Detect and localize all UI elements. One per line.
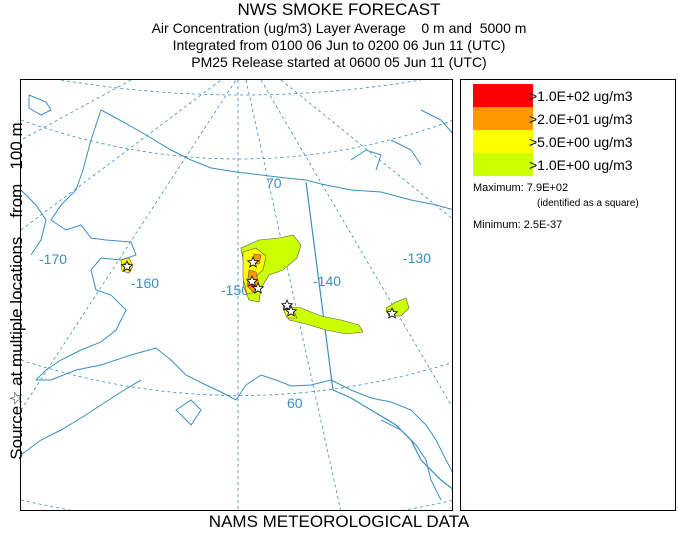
subtitle-release: PM25 Release started at 0600 05 Jun 11 (… [191, 54, 487, 70]
source-star [245, 274, 259, 287]
alaska-map: -170 -160 -150 -140 -130 70 60 [21, 80, 452, 510]
legend-label: >2.0E+01 ug/m3 [529, 110, 633, 127]
lon-label-130: -130 [403, 250, 431, 266]
legend-item-yellow: >5.0E+00 ug/m3 [473, 130, 633, 153]
legend-panel: >1.0E+02 ug/m3 >2.0E+01 ug/m3 >5.0E+00 u… [460, 79, 676, 511]
legend-swatch [473, 130, 533, 153]
source-markers [120, 255, 399, 319]
lon-line-120 [280, 80, 452, 219]
south-coast [36, 347, 452, 473]
subtitle-integration: Integrated from 0100 06 Jun to 0200 06 J… [172, 37, 506, 53]
panhandle-islands [380, 419, 442, 501]
legend-swatch [473, 107, 533, 130]
lat-line-75 [60, 80, 422, 96]
minimum-value: Minimum: 2.5E-37 [473, 219, 563, 231]
lon-label-160: -160 [131, 275, 159, 291]
legend-item-green: >1.0E+00 ug/m3 [473, 153, 633, 176]
lon-line-170 [21, 80, 222, 231]
legend-label: >1.0E+00 ug/m3 [529, 156, 633, 173]
kodiak-island [175, 399, 202, 426]
subtitle-layer: Air Concentration (ug/m3) Layer Average … [151, 20, 527, 36]
st-lawrence-island [28, 94, 52, 116]
met-data-label: NAMS METEOROLOGICAL DATA [208, 512, 470, 531]
lat-line-60 [21, 359, 452, 396]
north-coast [100, 109, 452, 210]
lon-line-130 [260, 80, 452, 408]
chukotka-coast [21, 189, 47, 256]
chart-title: NWS SMOKE FORECAST [237, 0, 441, 19]
lat-label-60: 60 [287, 395, 303, 411]
legend-label: >5.0E+00 ug/m3 [529, 133, 633, 150]
legend-swatch [473, 153, 533, 176]
lon-label-150: -150 [221, 282, 249, 298]
legend-swatch [473, 84, 533, 107]
source-star [284, 304, 298, 317]
legend-item-orange: >2.0E+01 ug/m3 [473, 107, 633, 130]
aleutian-chain [21, 379, 142, 456]
graticule [21, 80, 452, 510]
coastline [21, 94, 452, 501]
west-coast [35, 109, 137, 381]
maximum-note: (identified as a square) [537, 198, 639, 209]
lat-line-50 [21, 499, 452, 510]
source-star [385, 306, 399, 319]
lon-label-140: -140 [313, 273, 341, 289]
lat-line-70 [21, 119, 452, 160]
us-canada-border [305, 181, 452, 490]
map-panel: -170 -160 -150 -140 -130 70 60 [20, 79, 453, 511]
maximum-value: Maximum: 7.9E+02 [473, 182, 569, 194]
legend-label: >1.0E+02 ug/m3 [529, 87, 633, 104]
lon-label-170: -170 [39, 251, 67, 267]
source-star [280, 298, 294, 311]
lon-line-160 [21, 80, 237, 411]
source-star [246, 255, 260, 268]
source-star [251, 281, 265, 294]
lon-line-180 [21, 80, 132, 141]
lat-label-70: 70 [266, 175, 282, 191]
canadian-islands [350, 109, 452, 171]
plume-south-green [282, 305, 364, 335]
source-star [120, 259, 134, 272]
lon-line-140 [245, 80, 341, 510]
legend-item-red: >1.0E+02 ug/m3 [473, 84, 633, 107]
smoke-plumes [120, 234, 410, 335]
